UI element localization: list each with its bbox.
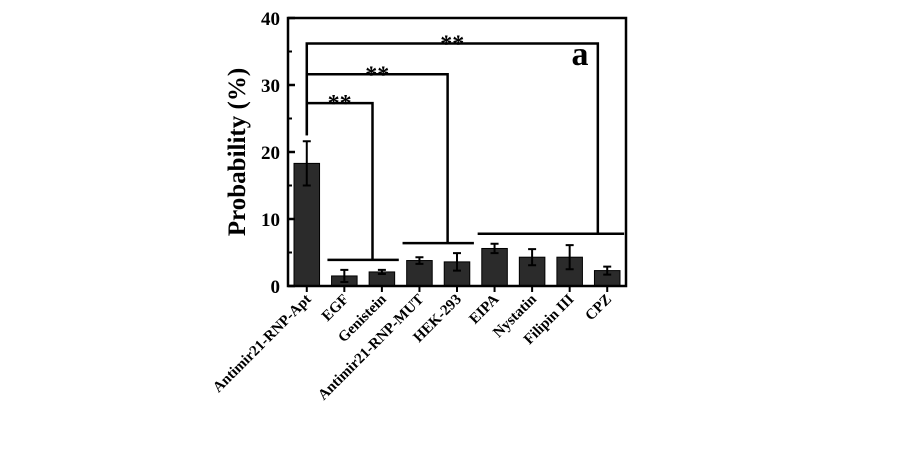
significance-bracket-1 [305,101,399,262]
error-bar-6 [490,242,499,255]
error-bar-4 [415,256,424,265]
x-tick-label-1: Antimir21-RNP-Apt [210,292,314,396]
panel-label: a [572,36,589,73]
error-bar-5 [453,252,461,272]
error-bar-1 [302,140,311,187]
significance-label-2: ** [365,62,389,88]
x-tick-label-2: EGF [319,292,352,325]
y-tick-label-1: 10 [261,210,280,231]
significance-label-1: ** [328,91,352,117]
error-bar-8 [565,244,574,271]
error-bar-2 [340,268,349,283]
y-axis-label: Probability (%) [224,68,251,236]
error-bar-7 [528,248,537,267]
significance-label-3: ** [440,31,464,57]
y-tick-label-0: 0 [271,277,281,298]
y-tick-label-4: 40 [261,9,280,30]
y-tick-label-3: 30 [261,76,280,97]
error-bar-3 [377,268,386,275]
significance-bracket-3 [305,42,625,236]
x-tick-label-9: CPZ [583,292,616,325]
y-tick-label-2: 20 [261,143,280,164]
error-bar-9 [603,265,612,276]
